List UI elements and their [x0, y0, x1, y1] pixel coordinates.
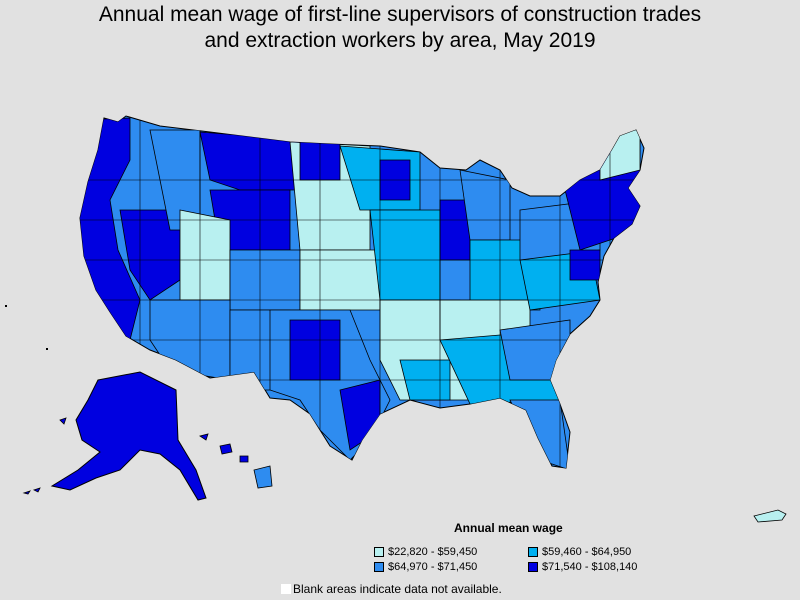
legend-item-tier-2: $59,460 - $64,950 — [528, 545, 631, 559]
legend-item-tier-4: $71,540 - $108,140 — [528, 560, 637, 574]
legend-swatch-tier-3 — [374, 562, 384, 572]
region-florida — [509, 399, 571, 468]
region-colorado — [229, 249, 301, 311]
region-dc-area — [569, 249, 601, 281]
hawaii — [199, 433, 273, 489]
region-georgia-sc — [499, 319, 571, 381]
blank-swatch — [281, 584, 291, 594]
map-title-line-1: Annual mean wage of first-line superviso… — [98, 3, 702, 26]
legend-title: Annual mean wage — [454, 521, 563, 535]
legend-label-tier-2: $59,460 - $64,950 — [542, 546, 632, 558]
region-texas-west — [289, 319, 341, 381]
legend-swatch-tier-2 — [528, 547, 538, 557]
blank-areas-note-text: Blank areas indicate data not available. — [293, 582, 502, 596]
legend-label-tier-1: $22,820 - $59,450 — [388, 546, 478, 558]
puerto-rico — [753, 509, 787, 523]
legend-item-tier-1: $22,820 - $59,450 — [374, 545, 477, 559]
region-kansas-nebraska — [299, 249, 381, 311]
legend-swatch-tier-4 — [528, 562, 538, 572]
legend-item-tier-3: $64,970 - $71,450 — [374, 560, 477, 574]
map-title-line-2: and extraction workers by area, May 2019 — [204, 29, 596, 52]
alaska — [22, 371, 207, 501]
blank-areas-note: Blank areas indicate data not available. — [281, 582, 502, 596]
region-iowa-missouri — [369, 209, 441, 301]
legend-swatch-tier-1 — [374, 547, 384, 557]
map-dots — [5, 305, 48, 350]
contiguous-us — [79, 115, 645, 469]
region-utah — [179, 209, 231, 301]
legend-label-tier-3: $64,970 - $71,450 — [388, 561, 478, 573]
legend-label-tier-4: $71,540 - $108,140 — [542, 561, 638, 573]
region-montana — [199, 131, 301, 191]
